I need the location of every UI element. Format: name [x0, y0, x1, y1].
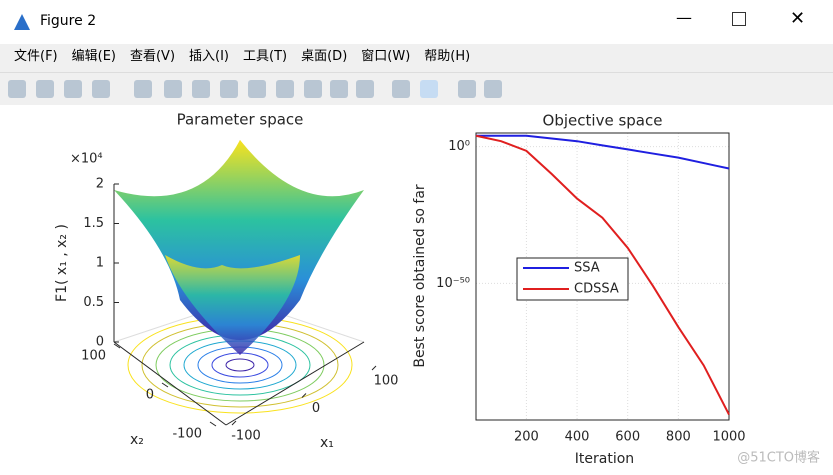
contour — [225, 358, 255, 372]
toolbar-button[interactable] — [8, 80, 26, 98]
menu-item[interactable]: 查看(V) — [129, 49, 176, 64]
x-tick-label: -100 — [231, 429, 261, 444]
x-label: Iteration — [575, 451, 634, 467]
x-label: x₁ — [320, 435, 334, 451]
toolbar-button[interactable] — [220, 80, 238, 98]
z-tick-label: 0.5 — [83, 295, 104, 310]
toolbar-button[interactable] — [192, 80, 210, 98]
toolbar-button[interactable] — [484, 80, 502, 98]
menu-bar: 文件(F) 编辑(E) 查看(V) 插入(I) 工具(T) 桌面(D) 窗口(W) 帮助(H) — [0, 44, 470, 70]
z-tick-label: 0 — [96, 335, 104, 350]
series-line — [476, 134, 730, 170]
y-tick-label: 0 — [146, 388, 154, 403]
toolbar-button[interactable] — [164, 80, 182, 98]
y-label: Best score obtained so far — [412, 184, 428, 368]
y-tick-label: -100 — [172, 427, 202, 442]
title-bar: Figure 2 — ✕ — [0, 0, 833, 44]
legend — [516, 257, 629, 301]
menu-item[interactable]: 插入(I) — [189, 49, 230, 64]
surface — [114, 140, 364, 340]
toolbar-button[interactable] — [276, 80, 294, 98]
x-tick-label: 400 — [565, 430, 590, 445]
series-line — [475, 134, 730, 415]
toolbar-button[interactable] — [304, 80, 322, 98]
app-icon — [14, 14, 30, 30]
y-tick — [209, 421, 217, 427]
x-tick-label: 0 — [312, 401, 320, 416]
toolbar-button[interactable] — [64, 80, 82, 98]
legend-label: SSA — [574, 261, 600, 276]
toolbar-button[interactable] — [330, 80, 348, 98]
y-label: x₂ — [130, 432, 144, 448]
x-tick-label: 100 — [374, 374, 399, 389]
y-tick — [113, 343, 121, 349]
toolbar-button[interactable] — [458, 80, 476, 98]
y-tick-label: 10⁰ — [448, 139, 470, 154]
minimize-button[interactable]: — — [676, 8, 692, 27]
y-axis — [113, 341, 227, 426]
x-tick — [371, 365, 377, 371]
menu-item[interactable]: 编辑(E) — [71, 49, 116, 64]
chart-title: Parameter space — [177, 111, 304, 129]
z-tick-label: 1 — [96, 256, 104, 271]
toolbar-button[interactable] — [248, 80, 266, 98]
toolbar — [0, 72, 833, 106]
surface-front — [165, 255, 300, 355]
menu-item[interactable]: 桌面(D) — [301, 49, 348, 64]
toolbar-button[interactable] — [420, 80, 438, 98]
x-tick — [231, 420, 237, 426]
y-tick — [161, 382, 169, 388]
toolbar-button[interactable] — [356, 80, 374, 98]
x-tick-label: 800 — [666, 430, 691, 445]
x-tick-label: 1000 — [712, 430, 745, 445]
plot-background — [0, 105, 833, 475]
x-axis — [225, 341, 365, 426]
menu-item[interactable]: 工具(T) — [243, 49, 288, 64]
z-tick-label: 1.5 — [83, 216, 104, 231]
menu-item[interactable]: 帮助(H) — [424, 49, 471, 64]
toolbar-button[interactable] — [92, 80, 110, 98]
toolbar-button[interactable] — [134, 80, 152, 98]
x-tick-label: 200 — [514, 430, 539, 445]
window-title: Figure 2 — [40, 13, 97, 29]
x-tick-label: 600 — [615, 430, 640, 445]
x-tick — [301, 393, 307, 398]
y-tick-label: 10⁻⁵⁰ — [436, 276, 470, 291]
chart-title: Objective space — [543, 112, 663, 130]
maximize-button[interactable] — [732, 12, 746, 26]
toolbar-button[interactable] — [36, 80, 54, 98]
y-tick-label: 100 — [81, 349, 106, 364]
legend-label: CDSSA — [574, 282, 619, 297]
plot-frame — [475, 132, 730, 421]
z-exponent: ×10⁴ — [70, 152, 103, 167]
watermark: @51CTO博客 — [737, 450, 820, 466]
z-label: F1( x₁ , x₂ ) — [54, 224, 70, 302]
figure-canvas: @51CTO博客 Parameter space 0 0.5 1 1.5 2 ×10⁴ F1( … — [0, 105, 833, 475]
close-button[interactable]: ✕ — [790, 8, 806, 29]
z-tick-label: 2 — [96, 177, 104, 192]
menu-item[interactable]: 窗口(W) — [361, 49, 411, 64]
menu-item[interactable]: 文件(F) — [14, 49, 58, 64]
toolbar-button[interactable] — [392, 80, 410, 98]
